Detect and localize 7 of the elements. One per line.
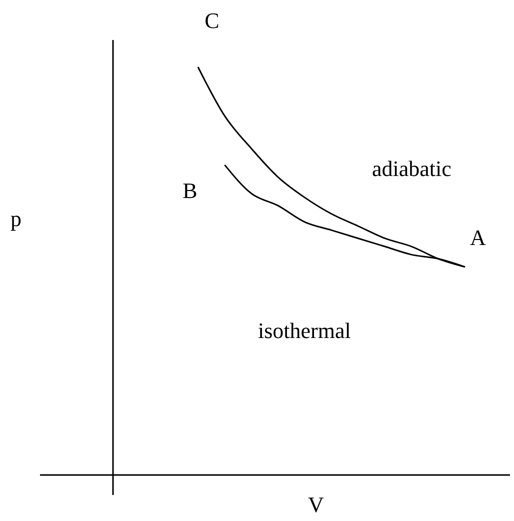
annotation: adiabatic: [372, 156, 452, 181]
annotation: A: [470, 225, 486, 250]
text: C: [204, 8, 220, 33]
text: p: [10, 206, 22, 231]
annotation: B: [182, 178, 198, 203]
annotation: isothermal: [258, 318, 351, 343]
x-axis-title: V: [308, 492, 324, 517]
